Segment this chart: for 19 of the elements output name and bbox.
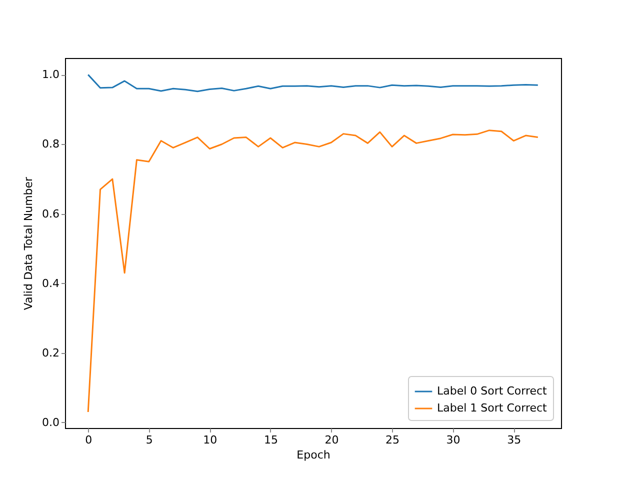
y-tick-label: 1.0 xyxy=(42,68,60,82)
x-axis-title: Epoch xyxy=(296,448,330,462)
y-tick-label: 0.8 xyxy=(42,138,60,151)
y-tick-label: 0.6 xyxy=(42,207,60,220)
y-tick-label: 0.0 xyxy=(42,416,60,429)
x-tick-label: 35 xyxy=(507,434,522,446)
x-tick-label: 15 xyxy=(264,434,278,446)
legend-label: Label 0 Sort Correct xyxy=(437,384,548,398)
x-tick-label: 20 xyxy=(324,434,339,446)
line-series xyxy=(87,74,539,92)
y-axis-title: Valid Data Total Number xyxy=(22,176,36,310)
x-tick-label: 30 xyxy=(446,434,460,446)
x-tick-label: 25 xyxy=(386,434,400,446)
legend-label: Label 1 Sort Correct xyxy=(437,402,548,414)
x-tick-label: 10 xyxy=(203,434,218,446)
y-tick-label: 0.4 xyxy=(42,276,60,290)
x-tick-label: 0 xyxy=(85,434,92,446)
y-tick-label: 0.2 xyxy=(42,346,60,360)
x-tick-label: 5 xyxy=(146,434,153,446)
